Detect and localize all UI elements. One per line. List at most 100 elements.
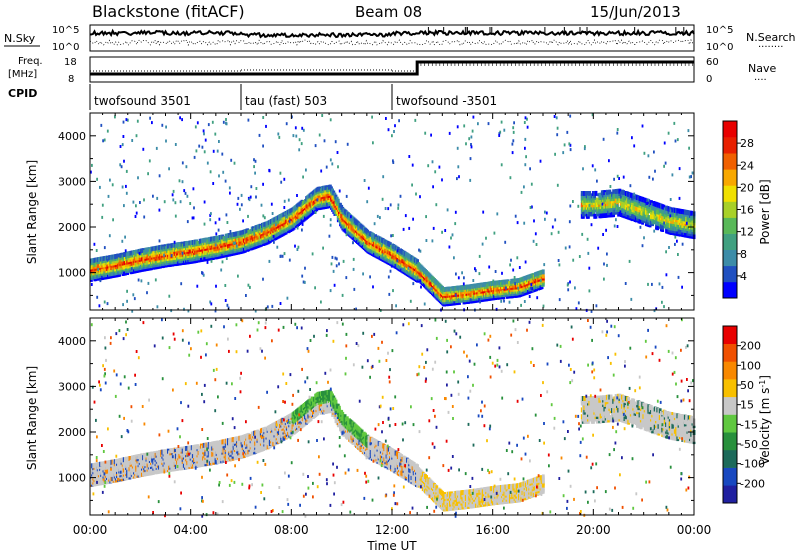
heatmap-cell bbox=[416, 259, 419, 265]
heatmap-cell bbox=[279, 171, 282, 175]
heatmap-cell bbox=[332, 269, 335, 273]
heatmap-cell bbox=[654, 211, 656, 215]
heatmap-cell bbox=[158, 208, 161, 212]
heatmap-cell bbox=[195, 149, 198, 153]
heatmap-cell bbox=[212, 149, 215, 153]
heatmap-cell bbox=[606, 263, 608, 267]
heatmap-cell bbox=[350, 215, 352, 219]
heatmap-cell bbox=[500, 120, 503, 124]
heatmap-cell bbox=[528, 295, 531, 298]
freq-left-label-1: Freq. bbox=[18, 56, 43, 67]
heatmap-cell bbox=[130, 267, 133, 271]
heatmap-cell bbox=[572, 200, 574, 203]
heatmap-cell bbox=[512, 130, 515, 134]
heatmap-cell bbox=[520, 303, 522, 307]
heatmap-cell bbox=[581, 232, 584, 236]
heatmap-cell bbox=[608, 189, 612, 195]
heatmap-cell bbox=[453, 256, 455, 260]
heatmap-cell bbox=[179, 200, 182, 204]
heatmap-cell bbox=[234, 241, 236, 245]
heatmap-cell bbox=[382, 175, 385, 179]
heatmap-cell bbox=[263, 216, 266, 220]
heatmap-cell bbox=[215, 232, 218, 236]
heatmap-cell bbox=[181, 118, 183, 122]
heatmap-cell bbox=[514, 282, 516, 286]
heatmap-cell bbox=[454, 222, 457, 226]
heatmap-cell bbox=[372, 141, 374, 145]
heatmap-cell bbox=[572, 258, 575, 262]
heatmap-cell bbox=[122, 120, 125, 124]
heatmap-cell bbox=[663, 210, 666, 214]
heatmap-cell bbox=[654, 169, 656, 173]
heatmap-cell bbox=[209, 213, 212, 217]
heatmap-cell bbox=[158, 239, 161, 243]
heatmap-cell bbox=[603, 277, 605, 281]
heatmap-cell bbox=[424, 131, 427, 135]
heatmap-cell bbox=[498, 132, 501, 136]
heatmap-cell bbox=[656, 225, 660, 231]
heatmap-cell bbox=[268, 168, 271, 172]
heatmap-cell bbox=[363, 179, 366, 182]
heatmap-cell bbox=[240, 193, 243, 197]
heatmap-cell bbox=[397, 206, 400, 210]
heatmap-cell bbox=[435, 203, 438, 207]
heatmap-cell bbox=[122, 135, 125, 138]
heatmap-cell bbox=[106, 302, 109, 306]
heatmap-cell bbox=[543, 263, 546, 267]
heatmap-cell bbox=[288, 219, 291, 223]
heatmap-cell bbox=[530, 283, 533, 287]
heatmap-cell bbox=[454, 210, 457, 214]
heatmap-cell bbox=[481, 242, 484, 246]
heatmap-cell bbox=[222, 170, 225, 174]
heatmap-cell bbox=[192, 216, 195, 220]
heatmap-cell bbox=[122, 303, 124, 307]
heatmap-cell bbox=[297, 245, 300, 249]
heatmap-cell bbox=[653, 150, 655, 154]
heatmap-cell bbox=[533, 219, 535, 223]
heatmap-cell bbox=[605, 228, 607, 232]
heatmap-cell bbox=[524, 146, 526, 150]
heatmap-cell bbox=[569, 280, 571, 284]
heatmap-cell bbox=[225, 121, 227, 125]
heatmap-cell bbox=[345, 194, 348, 198]
heatmap-cell bbox=[193, 206, 195, 210]
heatmap-cell bbox=[456, 146, 459, 150]
heatmap-cell bbox=[661, 224, 665, 230]
heatmap-cell bbox=[373, 222, 376, 226]
heatmap-cell bbox=[121, 185, 124, 189]
heatmap-cell bbox=[531, 286, 533, 290]
heatmap-cell bbox=[276, 245, 279, 249]
heatmap-cell bbox=[334, 256, 337, 260]
heatmap-cell bbox=[117, 253, 120, 259]
heatmap-cell bbox=[201, 271, 203, 275]
heatmap-cell bbox=[420, 285, 422, 289]
heatmap-cell bbox=[602, 137, 605, 141]
heatmap-cell bbox=[237, 231, 240, 235]
heatmap-cell bbox=[135, 211, 138, 215]
heatmap-cell bbox=[605, 189, 609, 195]
heatmap-cell bbox=[503, 128, 506, 132]
cpid-segment-label: tau (fast) 503 bbox=[245, 94, 327, 108]
heatmap-cell bbox=[280, 180, 283, 184]
heatmap-cell bbox=[362, 272, 364, 276]
heatmap-cell bbox=[279, 302, 282, 305]
heatmap-cell bbox=[322, 214, 325, 218]
colorbar-tick-label: 28 bbox=[740, 137, 754, 150]
heatmap-cell bbox=[131, 139, 134, 142]
heatmap-cell bbox=[230, 158, 233, 162]
heatmap-cell bbox=[577, 301, 580, 305]
heatmap-cell bbox=[126, 299, 128, 303]
heatmap-cell bbox=[301, 222, 304, 226]
heatmap-cell bbox=[477, 122, 479, 126]
heatmap-cell bbox=[342, 259, 345, 263]
heatmap-cell bbox=[641, 124, 644, 128]
heatmap-cell bbox=[487, 122, 490, 126]
heatmap-cell bbox=[107, 194, 110, 198]
heatmap-cell bbox=[399, 194, 402, 198]
heatmap-cell bbox=[419, 195, 421, 199]
heatmap-cell bbox=[462, 282, 465, 286]
heatmap-cell bbox=[531, 289, 534, 292]
heatmap-cell bbox=[262, 277, 264, 281]
heatmap-cell bbox=[114, 115, 116, 119]
heatmap-cell bbox=[616, 203, 619, 207]
